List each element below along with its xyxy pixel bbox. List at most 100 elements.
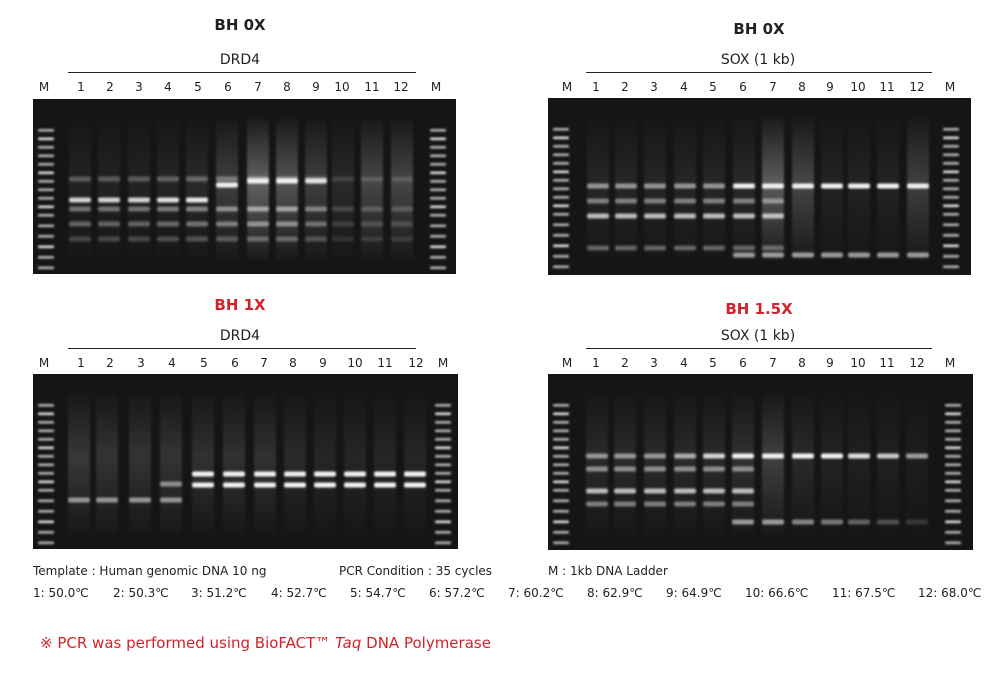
gene-target-label: DRD4 — [219, 328, 261, 344]
lane-label: 1 — [77, 80, 85, 94]
lane-label: 7 — [769, 356, 777, 370]
temperature-item: 11: 67.5℃ — [832, 586, 896, 600]
lane-label: 9 — [826, 356, 834, 370]
sample-lane — [305, 119, 327, 259]
target-underline — [68, 348, 416, 349]
target-underline — [586, 348, 932, 349]
sample-lane — [361, 119, 383, 259]
sample-lane — [587, 118, 609, 260]
lane-label: 1 — [592, 356, 600, 370]
ladder-legend: M : 1kb DNA Ladder — [548, 564, 668, 578]
sample-lane — [674, 394, 696, 535]
lane-label: 12 — [393, 80, 409, 94]
gene-target-label: DRD4 — [219, 52, 261, 68]
lane-label: 6 — [231, 356, 239, 370]
template-condition: Template : Human genomic DNA 10 ng — [33, 564, 267, 578]
lane-label: 3 — [135, 80, 143, 94]
sample-lane — [192, 394, 214, 534]
ladder-lane — [943, 128, 959, 269]
lane-label: 9 — [312, 80, 320, 94]
gel-image — [548, 98, 971, 275]
sample-lane — [129, 394, 151, 534]
target-underline — [68, 72, 416, 73]
lane-label: 6 — [224, 80, 232, 94]
sample-lane — [223, 394, 245, 534]
lane-label: 2 — [106, 80, 114, 94]
panel-title: BH 0X — [733, 20, 785, 38]
sample-lane — [732, 394, 754, 535]
marker-lane-label: M — [944, 80, 956, 94]
temperature-item: 4: 52.7℃ — [271, 586, 327, 600]
gel-image — [33, 374, 458, 549]
sample-lane — [98, 119, 120, 259]
sample-lane — [128, 119, 150, 259]
lane-label: 11 — [377, 356, 393, 370]
gel-image — [33, 99, 456, 274]
lane-label: 3 — [650, 356, 658, 370]
sample-lane — [762, 394, 784, 535]
sample-lane — [821, 118, 843, 260]
sample-lane — [848, 394, 870, 535]
sample-lane — [703, 394, 725, 535]
lane-label: 3 — [650, 80, 658, 94]
temperature-item: 12: 68.0℃ — [918, 586, 982, 600]
lane-label: 6 — [739, 356, 747, 370]
panel-title: BH 1X — [214, 296, 266, 314]
sample-lane — [644, 394, 666, 535]
sample-lane — [792, 394, 814, 535]
marker-lane-label: M — [38, 356, 50, 370]
sample-lane — [644, 118, 666, 260]
marker-lane-label: M — [561, 356, 573, 370]
ladder-lane — [38, 129, 54, 270]
lane-label: 7 — [769, 80, 777, 94]
sample-lane — [848, 118, 870, 260]
target-underline — [586, 72, 932, 73]
lane-label: 9 — [319, 356, 327, 370]
sample-lane — [586, 394, 608, 535]
lane-label: 12 — [408, 356, 424, 370]
gene-target-label: SOX (1 kb) — [720, 328, 796, 344]
sample-lane — [254, 394, 276, 534]
temperature-item: 8: 62.9℃ — [587, 586, 643, 600]
lane-label: 7 — [260, 356, 268, 370]
lane-labels: M 1 2 3 4 5 6 7 8 9 10 11 12 M — [0, 80, 460, 96]
sample-lane — [906, 394, 928, 535]
sample-lane — [404, 394, 426, 534]
temperature-item: 2: 50.3℃ — [113, 586, 169, 600]
lane-label: 4 — [680, 80, 688, 94]
lane-label: 9 — [826, 80, 834, 94]
lane-label: 8 — [798, 80, 806, 94]
pcr-condition: PCR Condition : 35 cycles — [339, 564, 493, 578]
gene-target-label: SOX (1 kb) — [720, 52, 796, 68]
lane-label: 5 — [200, 356, 208, 370]
temperature-item: 6: 57.2℃ — [429, 586, 485, 600]
marker-lane-label: M — [944, 356, 956, 370]
lane-label: 4 — [168, 356, 176, 370]
sample-lane — [391, 119, 413, 259]
lane-labels: M 1 2 3 4 5 6 7 8 9 10 11 12 M — [0, 356, 460, 372]
sample-lane — [276, 119, 298, 259]
lane-label: 2 — [621, 80, 629, 94]
lane-label: 1 — [592, 80, 600, 94]
lane-label: 8 — [283, 80, 291, 94]
marker-lane-label: M — [561, 80, 573, 94]
lane-label: 5 — [709, 80, 717, 94]
sample-lane — [96, 394, 118, 534]
temperature-item: 10: 66.6℃ — [745, 586, 809, 600]
gel-photo — [38, 119, 446, 270]
sample-lane — [374, 394, 396, 534]
temperature-item: 1: 50.0℃ — [33, 586, 89, 600]
ladder-lane — [435, 404, 451, 545]
sample-lane — [615, 118, 637, 260]
ladder-lane — [945, 404, 961, 545]
sample-lane — [157, 119, 179, 259]
panel-title: BH 1.5X — [725, 300, 793, 318]
lane-label: 8 — [798, 356, 806, 370]
sample-lane — [314, 394, 336, 534]
lane-label: 8 — [289, 356, 297, 370]
temperature-item: 3: 51.2℃ — [191, 586, 247, 600]
sample-lane — [186, 119, 208, 259]
lane-label: 4 — [680, 356, 688, 370]
sample-lane — [247, 119, 269, 259]
panel-title: BH 0X — [214, 16, 266, 34]
